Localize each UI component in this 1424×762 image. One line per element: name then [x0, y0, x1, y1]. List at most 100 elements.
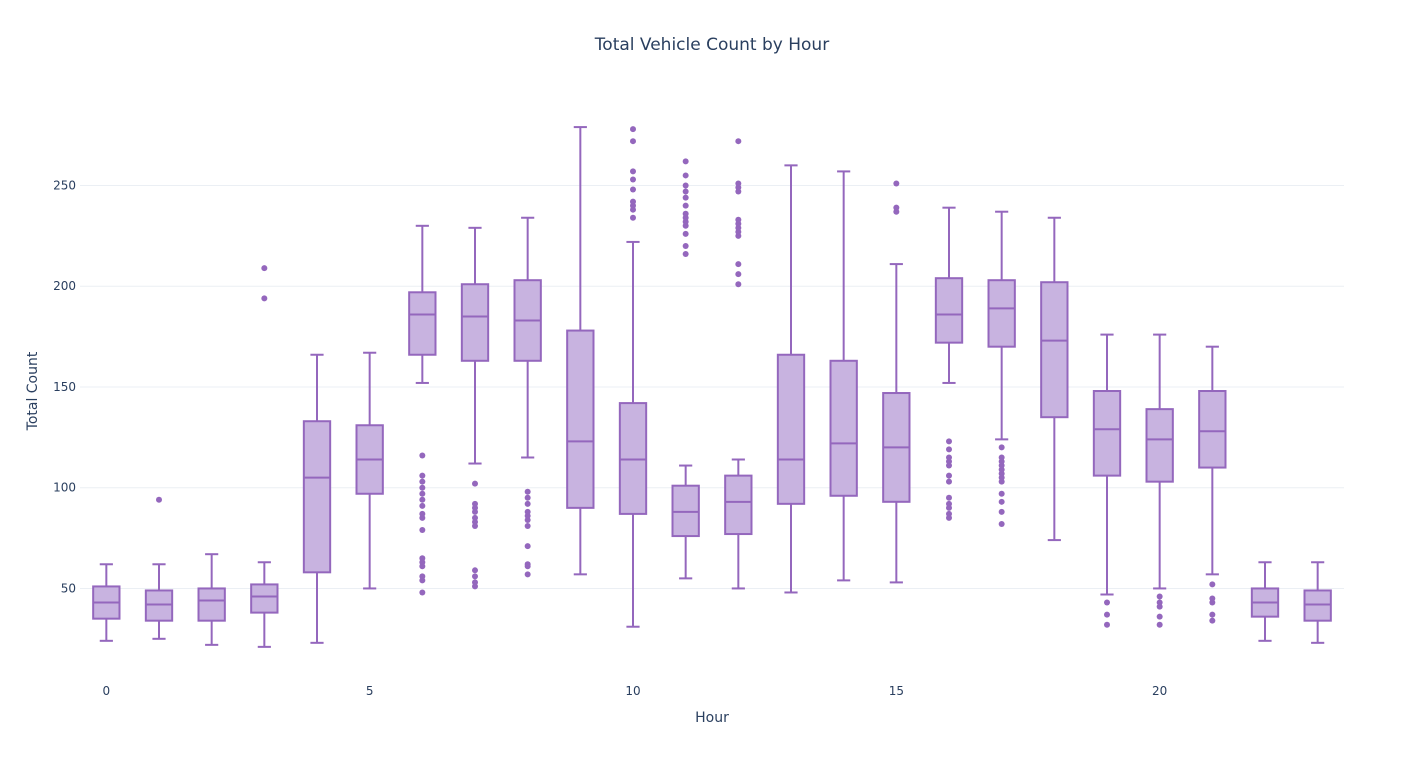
outlier-point — [735, 281, 742, 288]
outlier-point — [630, 126, 636, 133]
outlier-point — [946, 454, 952, 461]
outlier-point — [998, 508, 1005, 515]
outlier-point — [630, 138, 636, 145]
outlier-point — [682, 210, 689, 217]
box-hour-10 — [618, 126, 648, 628]
outlier-point — [524, 500, 531, 507]
x-axis-title: Hour — [695, 710, 729, 726]
outlier-point — [419, 527, 426, 534]
box-hour-0 — [92, 563, 121, 642]
x-tick-label: 0 — [103, 684, 111, 698]
outlier-point — [630, 176, 636, 183]
box-hour-9 — [566, 126, 595, 576]
outlier-point — [1104, 599, 1110, 606]
box-hour-16 — [934, 206, 964, 521]
box-hour-4 — [302, 353, 332, 644]
box-hour-15 — [882, 180, 911, 584]
outlier-point — [419, 496, 426, 503]
box-hour-19 — [1092, 333, 1122, 628]
outlier-point — [998, 498, 1005, 505]
outlier-point — [946, 510, 952, 517]
outlier-point — [1156, 599, 1163, 606]
outlier-point — [524, 522, 531, 529]
iqr-box — [250, 583, 279, 614]
outlier-point — [419, 502, 426, 509]
outlier-point — [1104, 611, 1110, 618]
box-hour-7 — [460, 226, 490, 590]
outlier-point — [419, 555, 426, 562]
iqr-box — [460, 283, 490, 362]
outlier-point — [419, 573, 426, 580]
box-hour-23 — [1303, 561, 1332, 644]
y-tick-label: 50 — [61, 581, 76, 595]
iqr-box — [1303, 589, 1332, 622]
outlier-point — [1209, 595, 1216, 602]
box-hour-14 — [829, 170, 858, 582]
outlier-point — [419, 452, 426, 459]
box-series — [92, 126, 1332, 648]
axes: 50 100 150 200 250 0 5 10 15 20 — [53, 179, 1167, 698]
outlier-point — [419, 510, 426, 517]
iqr-box — [1198, 390, 1227, 469]
outlier-point — [1104, 621, 1110, 628]
outlier-point — [1209, 611, 1216, 618]
box-hour-6 — [408, 224, 437, 596]
iqr-box — [618, 402, 648, 515]
outlier-point — [893, 204, 900, 211]
iqr-box — [197, 587, 226, 622]
box-hour-12 — [724, 138, 753, 590]
outlier-point — [472, 514, 478, 521]
y-tick-label: 200 — [53, 279, 76, 293]
outlier-point — [472, 567, 478, 574]
outlier-point — [946, 446, 952, 453]
x-tick-label: 5 — [366, 684, 374, 698]
iqr-box — [829, 359, 858, 497]
chart-title: Total Vehicle Count by Hour — [594, 35, 829, 55]
outlier-point — [419, 478, 426, 485]
iqr-box — [302, 420, 332, 574]
outlier-point — [735, 180, 742, 187]
iqr-box — [566, 329, 595, 509]
box-hour-18 — [1040, 216, 1069, 542]
iqr-box — [1145, 408, 1174, 483]
outlier-point — [419, 589, 426, 596]
outlier-point — [682, 242, 689, 249]
outlier-point — [682, 172, 689, 179]
outlier-point — [1209, 617, 1216, 624]
outlier-point — [682, 230, 689, 237]
outlier-point — [1156, 613, 1163, 620]
grid-lines — [80, 185, 1344, 589]
outlier-point — [735, 271, 742, 278]
outlier-point — [682, 251, 689, 258]
outlier-point — [524, 488, 531, 495]
outlier-point — [261, 295, 268, 302]
outlier-point — [1156, 593, 1163, 600]
box-hour-11 — [671, 158, 700, 580]
box-hour-13 — [776, 164, 806, 594]
outlier-point — [472, 500, 478, 507]
outlier-point — [419, 484, 426, 491]
x-tick-label: 15 — [889, 684, 904, 698]
outlier-point — [735, 138, 742, 145]
outlier-point — [472, 579, 478, 586]
box-hour-3 — [250, 265, 279, 648]
outlier-point — [735, 261, 742, 268]
box-hour-2 — [197, 553, 226, 646]
y-tick-label: 100 — [53, 481, 76, 495]
outlier-point — [893, 180, 900, 187]
outlier-point — [1156, 621, 1163, 628]
box-hour-21 — [1198, 345, 1227, 624]
y-tick-label: 250 — [53, 179, 76, 193]
box-hour-20 — [1145, 333, 1174, 628]
iqr-box — [776, 353, 806, 505]
outlier-point — [630, 198, 636, 205]
outlier-point — [998, 490, 1005, 497]
outlier-point — [998, 454, 1005, 461]
outlier-point — [156, 496, 162, 503]
outlier-point — [524, 543, 531, 550]
box-hour-5 — [355, 351, 384, 590]
outlier-point — [472, 480, 478, 487]
outlier-point — [630, 186, 636, 193]
